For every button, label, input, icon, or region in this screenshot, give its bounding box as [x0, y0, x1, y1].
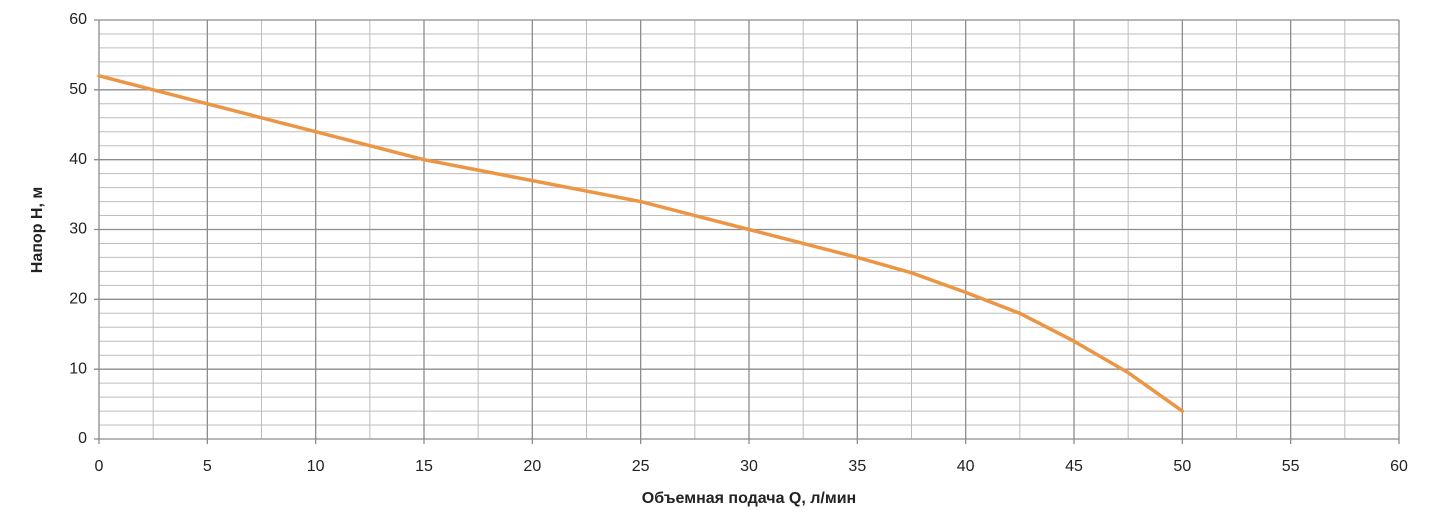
- x-tick-label: 40: [957, 458, 975, 475]
- x-tick-label: 35: [848, 458, 866, 475]
- y-tick-label: 30: [69, 221, 87, 238]
- y-tick-label: 50: [69, 81, 87, 98]
- y-tick-label: 20: [69, 291, 87, 308]
- line-series: [97, 74, 1185, 413]
- x-tick-label: 20: [523, 458, 541, 475]
- y-axis-title: Напор H, м: [29, 187, 46, 273]
- x-tick-label: 25: [632, 458, 650, 475]
- y-tick-label: 40: [69, 151, 87, 168]
- x-tick-label: 45: [1065, 458, 1083, 475]
- x-tick-label: 15: [415, 458, 433, 475]
- x-axis-title: Объемная подача Q, л/мин: [642, 490, 856, 507]
- y-tick-label: 60: [69, 11, 87, 28]
- x-tick-label: 55: [1282, 458, 1300, 475]
- x-tick-label: 10: [307, 458, 325, 475]
- y-tick-label: 10: [69, 360, 87, 377]
- x-tick-label: 0: [95, 458, 104, 475]
- y-tick-label: 0: [78, 430, 87, 447]
- x-tick-label: 5: [203, 458, 212, 475]
- x-tick-label: 50: [1173, 458, 1191, 475]
- x-tick-label: 60: [1390, 458, 1408, 475]
- x-tick-label: 30: [740, 458, 758, 475]
